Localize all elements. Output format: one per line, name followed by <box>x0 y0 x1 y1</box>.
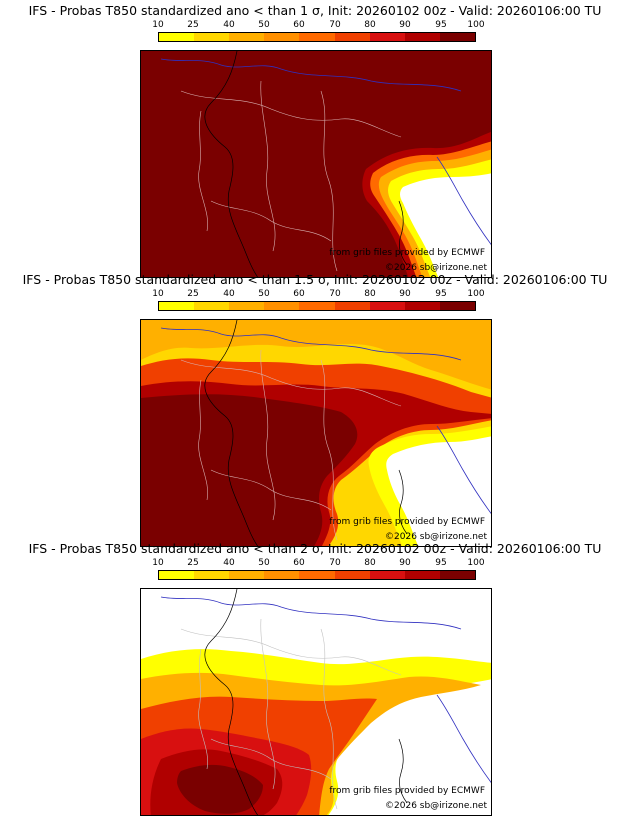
colorbar-swatch <box>159 571 195 579</box>
coastline <box>204 51 259 277</box>
colorbar-tick: 100 <box>467 289 485 299</box>
colorbar-tick: 95 <box>435 558 447 568</box>
prob-field-95-100 <box>177 764 263 814</box>
colorbar-tick: 90 <box>399 558 411 568</box>
coastline <box>204 320 259 546</box>
department-borders <box>198 80 338 272</box>
colorbar-tick: 70 <box>329 20 341 30</box>
country-borders <box>160 596 462 630</box>
colorbar-tick: 90 <box>399 289 411 299</box>
colorbar-tick: 100 <box>467 558 485 568</box>
copyright-text: ©2026 sb@irizone.net <box>385 263 487 273</box>
colorbar-labels: 10 25 40 50 60 70 80 90 95 100 <box>152 558 484 569</box>
colorbar <box>158 301 476 311</box>
colorbar-swatch <box>334 571 370 579</box>
colorbar-tick: 80 <box>364 20 376 30</box>
colorbar-swatch <box>334 33 370 41</box>
colorbar-swatch <box>194 571 230 579</box>
map-panel-2: IFS - Probas T850 standardized ano < tha… <box>0 271 630 547</box>
colorbar-swatch <box>334 302 370 310</box>
colorbar-swatch <box>264 571 300 579</box>
colorbar-tick: 60 <box>293 289 305 299</box>
colorbar-swatch <box>229 571 265 579</box>
colorbar-tick: 95 <box>435 20 447 30</box>
colorbar <box>158 570 476 580</box>
colorbar-tick: 50 <box>258 558 270 568</box>
colorbar-swatch <box>229 302 265 310</box>
colorbar-swatch <box>369 302 405 310</box>
colorbar-swatch <box>194 33 230 41</box>
colorbar-swatch <box>229 33 265 41</box>
colorbar-swatch <box>299 571 335 579</box>
colorbar-tick: 100 <box>467 20 485 30</box>
colorbar-tick: 70 <box>329 289 341 299</box>
colorbar-swatch <box>439 571 475 579</box>
colorbar-tick: 80 <box>364 558 376 568</box>
colorbar-tick: 70 <box>329 558 341 568</box>
colorbar-tick: 10 <box>152 289 164 299</box>
colorbar-tick: 40 <box>223 20 235 30</box>
prob-field-40 <box>141 320 491 390</box>
coastline <box>204 589 259 815</box>
colorbar-tick: 25 <box>187 20 199 30</box>
colorbar-tick: 50 <box>258 289 270 299</box>
colorbar-swatch <box>369 33 405 41</box>
colorbar <box>158 32 476 42</box>
credit-text: from grib files provided by ECMWF <box>329 517 485 527</box>
colorbar-labels: 10 25 40 50 60 70 80 90 95 100 <box>152 20 484 31</box>
credit-text: from grib files provided by ECMWF <box>329 248 485 258</box>
prob-field-below-10 <box>400 173 491 277</box>
colorbar-tick: 60 <box>293 558 305 568</box>
colorbar-swatch <box>439 302 475 310</box>
probability-map: from grib files provided by ECMWF ©2026 … <box>140 50 492 278</box>
colorbar-swatch <box>159 33 195 41</box>
corsica-coastline <box>398 469 408 535</box>
italy-border <box>436 694 491 783</box>
copyright-text: ©2026 sb@irizone.net <box>385 532 487 542</box>
colorbar-swatch <box>159 302 195 310</box>
probability-map: from grib files provided by ECMWF ©2026 … <box>140 588 492 816</box>
panel-title: IFS - Probas T850 standardized ano < tha… <box>22 272 608 287</box>
colorbar-tick: 25 <box>187 289 199 299</box>
colorbar-swatch <box>404 302 440 310</box>
italy-border <box>436 425 491 514</box>
colorbar-tick: 25 <box>187 558 199 568</box>
map-panel-1: IFS - Probas T850 standardized ano < tha… <box>0 2 630 278</box>
map-panel-3: IFS - Probas T850 standardized ano < tha… <box>0 540 630 816</box>
colorbar-tick: 95 <box>435 289 447 299</box>
credit-text: from grib files provided by ECMWF <box>329 786 485 796</box>
colorbar-tick: 40 <box>223 558 235 568</box>
colorbar-swatch <box>404 571 440 579</box>
country-borders <box>160 58 462 92</box>
department-borders <box>198 618 338 810</box>
colorbar-swatch <box>194 302 230 310</box>
colorbar-swatch <box>299 302 335 310</box>
copyright-text: ©2026 sb@irizone.net <box>385 801 487 811</box>
colorbar-swatch <box>264 302 300 310</box>
prob-field-below-10 <box>386 436 491 546</box>
colorbar-labels: 10 25 40 50 60 70 80 90 95 100 <box>152 289 484 300</box>
italy-border <box>436 156 491 245</box>
colorbar-tick: 60 <box>293 20 305 30</box>
colorbar-swatch <box>299 33 335 41</box>
probability-map: from grib files provided by ECMWF ©2026 … <box>140 319 492 547</box>
corsica-coastline <box>398 200 408 266</box>
prob-field-95-100 <box>141 394 358 546</box>
department-borders <box>198 349 338 541</box>
colorbar-swatch <box>439 33 475 41</box>
panel-title: IFS - Probas T850 standardized ano < tha… <box>28 3 602 18</box>
colorbar-tick: 10 <box>152 558 164 568</box>
colorbar-swatch <box>369 571 405 579</box>
corsica-coastline <box>398 738 408 804</box>
colorbar-tick: 10 <box>152 20 164 30</box>
panel-title: IFS - Probas T850 standardized ano < tha… <box>28 541 602 556</box>
country-borders <box>160 327 462 361</box>
colorbar-swatch <box>404 33 440 41</box>
colorbar-tick: 40 <box>223 289 235 299</box>
colorbar-tick: 50 <box>258 20 270 30</box>
colorbar-swatch <box>264 33 300 41</box>
colorbar-tick: 80 <box>364 289 376 299</box>
colorbar-tick: 90 <box>399 20 411 30</box>
